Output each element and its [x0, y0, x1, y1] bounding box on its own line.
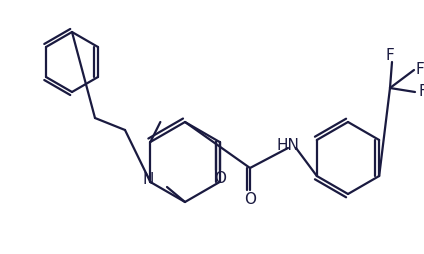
Text: F: F [418, 85, 424, 100]
Text: HN: HN [276, 138, 299, 153]
Text: F: F [385, 47, 394, 62]
Text: O: O [214, 171, 226, 186]
Text: F: F [416, 62, 424, 77]
Text: O: O [244, 192, 256, 207]
Text: N: N [142, 172, 154, 187]
